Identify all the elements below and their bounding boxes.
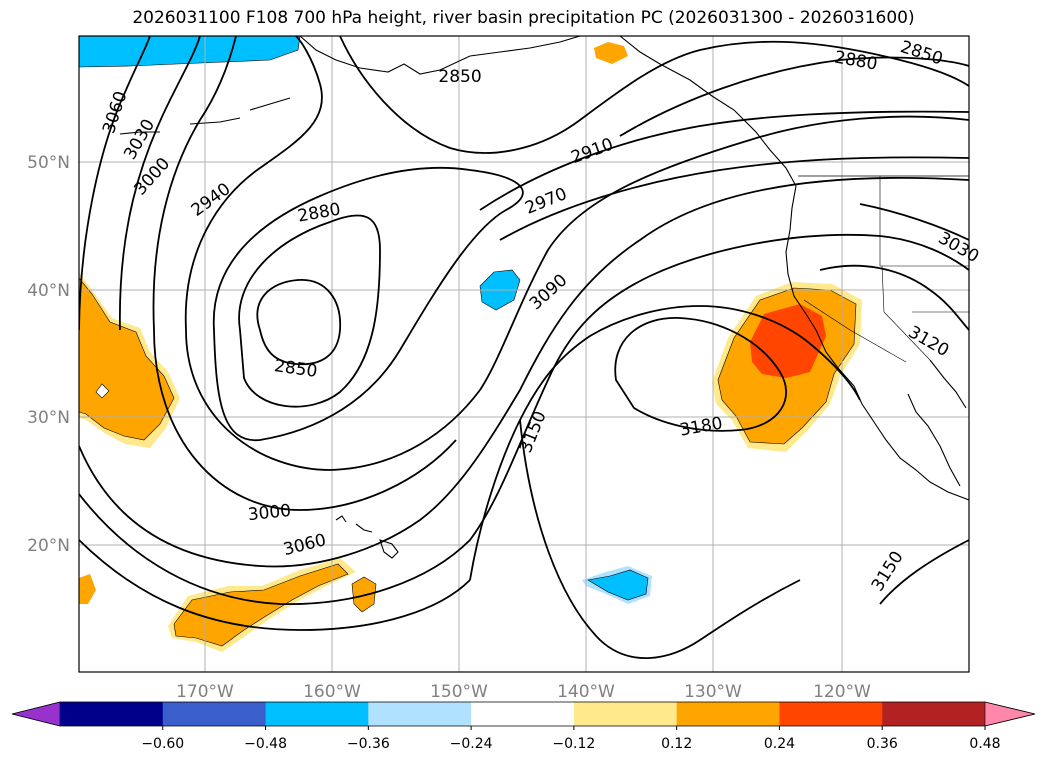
colorbar-swatch (779, 702, 883, 726)
contour-2910 (479, 110, 969, 211)
colorbar-tick-label: 0.36 (867, 736, 898, 752)
lon-tick-label: 170°W (176, 682, 234, 702)
contour-3000-w (152, 36, 457, 511)
contour-3090 (79, 233, 969, 605)
coast-hawaii (335, 515, 399, 559)
coast-panhandle (619, 36, 797, 187)
colorbar-tick-label: −0.24 (450, 736, 493, 752)
lon-tick-label: 130°W (684, 682, 742, 702)
colorbar-extend-low (11, 701, 61, 727)
contour-3180 (614, 317, 788, 432)
contour-3030-e (859, 203, 969, 241)
colorbar-swatch (676, 702, 780, 726)
contour-3060-w (79, 36, 969, 568)
shade-blue-northwest (79, 36, 301, 68)
lon-tick-label: 150°W (430, 682, 488, 702)
colorbar-swatch (265, 702, 369, 726)
contour-3150-se (879, 539, 969, 605)
contour-label: 2850 (438, 67, 481, 87)
height-contours (79, 36, 969, 660)
contour-3150 (469, 305, 861, 660)
shade-small-west (79, 574, 96, 604)
colorbar-swatch (882, 702, 986, 726)
colorbar-tick-label: 0.48 (969, 736, 1000, 752)
colorbar-swatch (471, 702, 575, 726)
colorbar-tick-label: −0.48 (244, 736, 287, 752)
colorbar-swatch (162, 702, 267, 726)
colorbar-swatch (60, 702, 164, 726)
lat-tick-label: 40°N (27, 281, 70, 301)
lat-tick-label: 50°N (27, 153, 70, 173)
coast-gulf (929, 359, 967, 409)
contour-3030-w (119, 36, 201, 331)
colorbar-swatch (368, 702, 472, 726)
shade-west-hole (95, 383, 110, 399)
lat-tick-labels: 50°N 40°N 30°N 20°N (27, 153, 70, 556)
border-pacific (803, 299, 907, 363)
coast-alaska (299, 36, 581, 75)
map-title: 2026031100 F108 700 hPa height, river ba… (132, 8, 915, 28)
contour-2850-n (339, 36, 969, 154)
coastlines (119, 36, 969, 559)
colorbar-tick-label: 0.12 (661, 736, 692, 752)
colorbar-swatch (573, 702, 678, 726)
lat-tick-label: 30°N (27, 408, 70, 428)
lon-tick-label: 160°W (303, 682, 361, 702)
colorbar-tick-label: −0.36 (347, 736, 390, 752)
lat-tick-label: 20°N (27, 536, 70, 556)
border-states (879, 176, 969, 361)
precip-shading (79, 36, 862, 652)
shade-blue-south-core (587, 569, 649, 601)
aleutians (119, 97, 291, 135)
colorbar-tick-label: −0.60 (141, 736, 184, 752)
coast-baja (907, 393, 961, 487)
lon-tick-labels: 170°W 160°W 150°W 140°W 130°W 120°W (176, 682, 871, 702)
map-frame (78, 35, 970, 673)
colorbar-tick-label: 0.24 (764, 736, 795, 752)
contour-2970 (499, 156, 969, 241)
coast-west (785, 185, 969, 501)
lon-tick-label: 140°W (557, 682, 615, 702)
contour-label: 3000 (247, 501, 292, 525)
contour-2850-low (256, 279, 341, 366)
contour-3120 (79, 264, 969, 631)
contour-2880-ne (619, 56, 969, 137)
graticule (79, 36, 969, 672)
contour-2940 (184, 36, 969, 471)
contour-2880-low (238, 214, 381, 408)
colorbar-outline (11, 701, 1036, 727)
shade-alaska-orange (594, 42, 628, 64)
lon-tick-label: 120°W (813, 682, 871, 702)
shade-east-red (750, 304, 826, 378)
colorbar-tick-label: −0.12 (552, 736, 595, 752)
colorbar-extend-high (984, 701, 1036, 727)
colorbar: −0.60 −0.48 −0.36 −0.24 −0.12 0.12 0.24 0.36 0.4… (11, 701, 1036, 752)
